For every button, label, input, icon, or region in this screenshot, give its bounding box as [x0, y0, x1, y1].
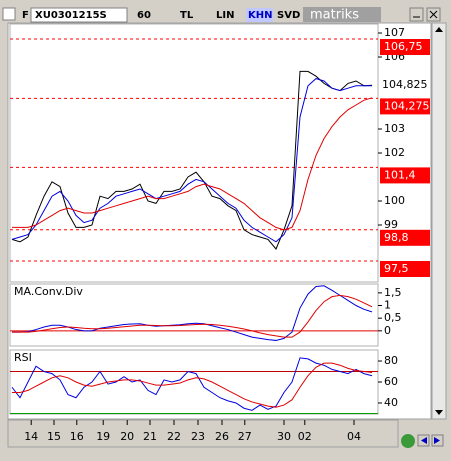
refresh-button[interactable] — [401, 434, 415, 448]
y-tick-label: 0 — [384, 324, 391, 337]
price-panel — [9, 23, 379, 283]
y-tick-label: 99 — [384, 218, 398, 231]
x-tick-label: 20 — [120, 430, 134, 443]
y-tick-label: 60 — [384, 375, 398, 388]
last-price-label: 104,825 — [382, 78, 428, 91]
y-tick-label: 107 — [384, 26, 405, 39]
x-tick-label: 02 — [298, 430, 312, 443]
y-tick-label: 102 — [384, 146, 405, 159]
currency[interactable]: TL — [180, 10, 194, 21]
rsi-panel — [9, 349, 379, 415]
level-label: 97,5 — [384, 262, 409, 275]
chart-type[interactable]: KHN — [248, 10, 273, 21]
y-tick-label: 80 — [384, 354, 398, 367]
x-tick-label: 15 — [47, 430, 61, 443]
x-tick-label: 14 — [24, 430, 38, 443]
level-box — [380, 39, 430, 55]
x-tick-label: 19 — [96, 430, 110, 443]
x-tick-label: 22 — [167, 430, 181, 443]
scroll-up[interactable] — [435, 27, 443, 32]
scale[interactable]: LIN — [216, 10, 234, 21]
panel-title: MA.Conv.Div — [14, 285, 83, 298]
series-line — [11, 357, 373, 411]
series-line — [11, 70, 373, 250]
level-label: 98,8 — [384, 231, 409, 244]
x-tick-label: 04 — [347, 430, 361, 443]
level-box — [380, 229, 430, 246]
left-icon — [421, 437, 427, 444]
x-tick-label: 23 — [191, 430, 205, 443]
x-axis-strip — [7, 419, 399, 448]
chart-type-active[interactable] — [246, 8, 273, 22]
y-tick-label: 103 — [384, 122, 405, 135]
x-tick-label: 21 — [143, 430, 157, 443]
mode[interactable]: F — [22, 10, 29, 21]
symbol[interactable]: XU0301215S — [35, 10, 107, 21]
level-box — [380, 167, 430, 184]
y-tick-label: 40 — [384, 396, 398, 409]
panel-title: RSI — [14, 351, 32, 364]
level-box — [380, 261, 430, 277]
level-label: 104,275 — [384, 99, 430, 112]
series-line — [12, 285, 373, 341]
x-tick-label: 16 — [70, 430, 84, 443]
view[interactable]: SVD — [277, 10, 300, 21]
menu-icon[interactable] — [2, 7, 16, 21]
logo-box — [303, 7, 381, 22]
x-tick-label: 27 — [238, 430, 252, 443]
y-tick-label: 0,5 — [384, 311, 402, 324]
x-tick-label: 30 — [277, 430, 291, 443]
series-line — [12, 294, 373, 338]
x-tick-label: 26 — [215, 430, 229, 443]
scroll-down[interactable] — [435, 410, 443, 415]
scrollbar[interactable] — [431, 22, 447, 420]
y-tick-label: 1 — [384, 299, 391, 312]
symbol-box[interactable] — [30, 7, 128, 23]
macd-panel — [9, 283, 379, 347]
last-price-box — [380, 78, 430, 93]
series-line — [12, 97, 373, 231]
level-label: 106,75 — [384, 40, 423, 53]
close-icon — [429, 10, 438, 19]
y-tick-label: 1,5 — [384, 286, 402, 299]
right-icon — [434, 437, 440, 444]
minimize-button[interactable] — [409, 7, 424, 22]
series-line — [11, 78, 372, 243]
level-box — [380, 98, 430, 115]
period[interactable]: 60 — [137, 10, 151, 21]
y-tick-label: 100 — [384, 194, 405, 207]
level-label: 101,4 — [384, 168, 416, 181]
logo: matriks — [310, 8, 359, 23]
series-line — [12, 362, 373, 408]
